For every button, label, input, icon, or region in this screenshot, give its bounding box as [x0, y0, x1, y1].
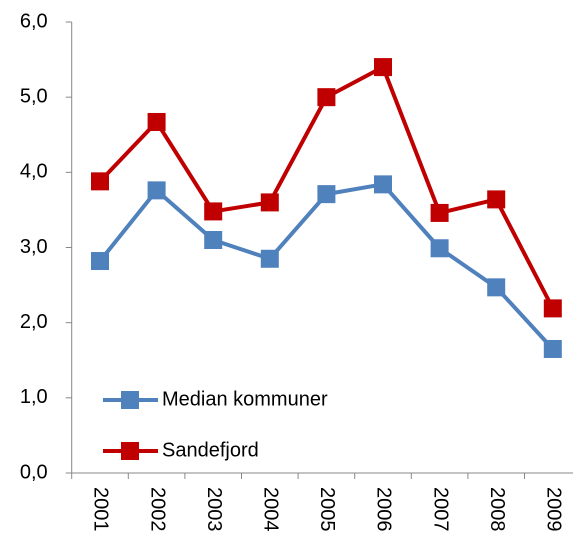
legend-label: Sandefjord	[162, 439, 259, 461]
legend-marker	[121, 391, 139, 409]
x-tick-label: 2008	[486, 487, 508, 532]
point-marker	[204, 230, 223, 249]
x-tick-label: 2001	[90, 487, 112, 532]
point-marker	[487, 278, 506, 297]
point-marker	[91, 172, 109, 191]
point-marker	[430, 203, 449, 222]
y-tick-label: 1,0	[20, 386, 48, 408]
point-marker	[487, 190, 506, 209]
legend-label: Median kommuner	[162, 388, 328, 410]
x-tick-label: 2003	[203, 487, 225, 532]
y-tick-label: 6,0	[20, 10, 48, 32]
x-tick-label: 2004	[260, 487, 282, 532]
point-marker	[430, 239, 449, 258]
y-tick-label: 3,0	[20, 236, 48, 258]
series-line	[98, 182, 555, 351]
x-tick-label: 2007	[429, 487, 451, 532]
x-tick-label: 2002	[146, 487, 168, 532]
point-marker	[543, 339, 562, 358]
point-marker	[204, 202, 223, 221]
point-marker	[260, 249, 279, 268]
point-marker	[374, 175, 392, 194]
point-marker	[260, 193, 279, 212]
legend-marker	[121, 442, 139, 460]
point-marker	[91, 252, 109, 271]
y-tick-label: 0,0	[20, 461, 48, 483]
point-marker	[147, 181, 166, 200]
x-tick-label: 2005	[316, 487, 338, 532]
y-tick-label: 4,0	[20, 161, 48, 183]
point-marker	[147, 112, 166, 131]
y-tick-label: 5,0	[20, 85, 48, 107]
x-tick-label: 2006	[373, 487, 395, 532]
point-marker	[317, 88, 336, 107]
point-marker	[374, 58, 392, 77]
point-marker	[543, 299, 562, 318]
x-tick-label: 2009	[543, 487, 565, 532]
point-marker	[317, 185, 336, 204]
y-tick-label: 2,0	[20, 311, 48, 333]
